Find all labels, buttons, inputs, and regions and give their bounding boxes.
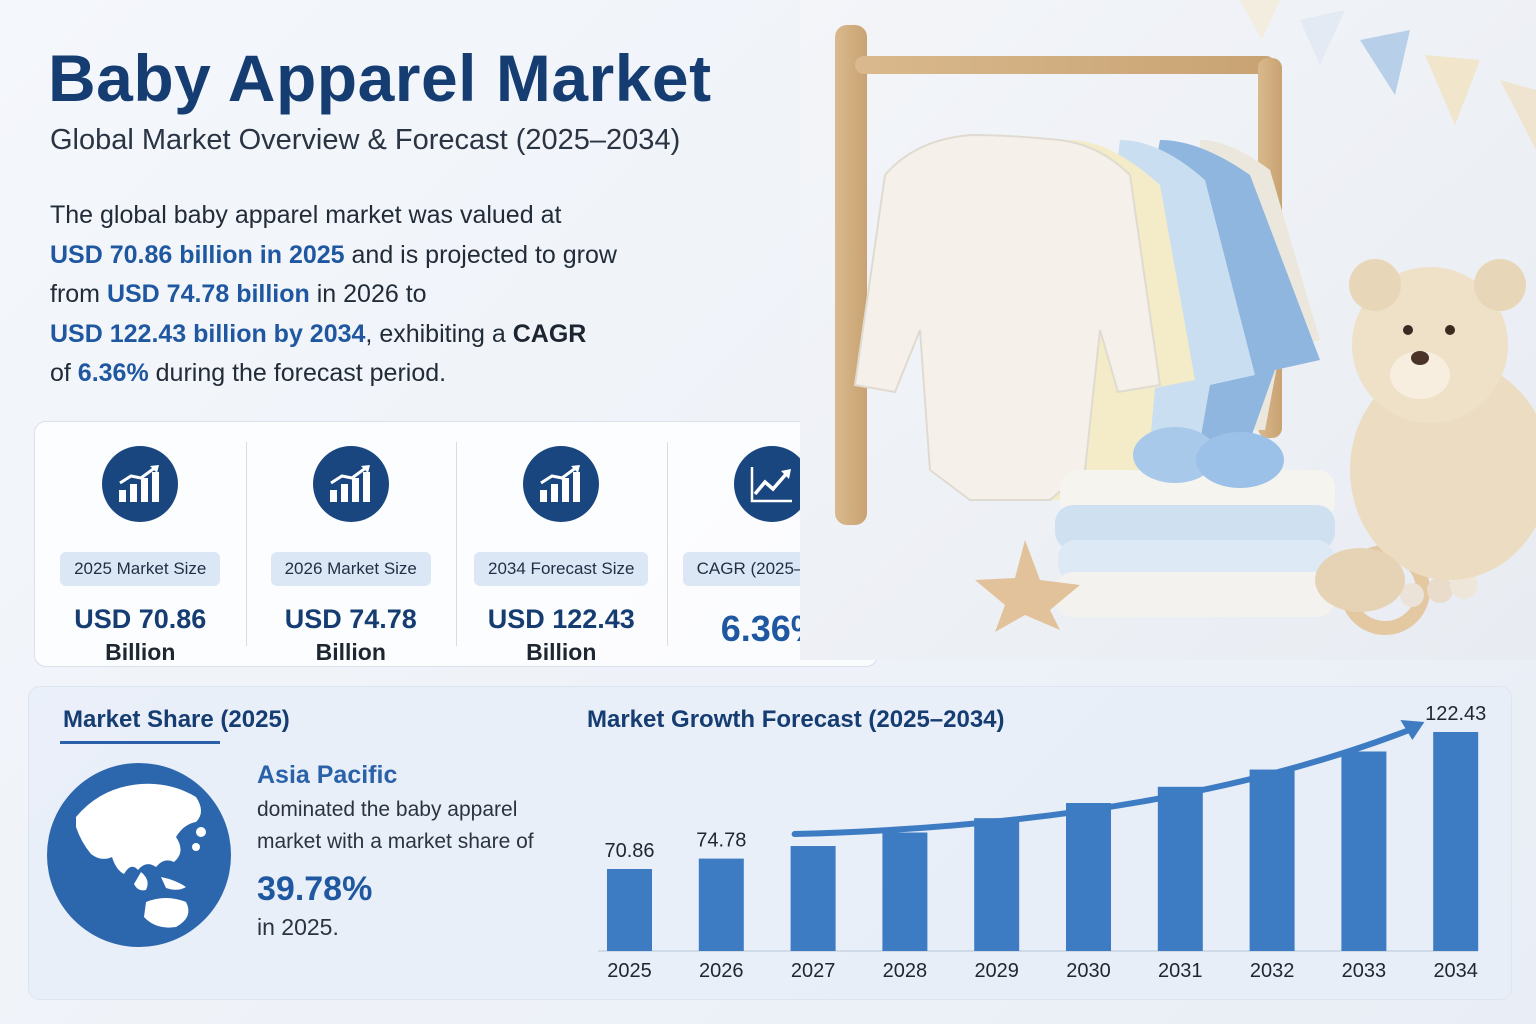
product-photo (800, 0, 1536, 660)
bunting-decoration (1240, 0, 1536, 150)
garments (853, 133, 1320, 501)
x-tick-label: 2029 (974, 960, 1019, 982)
page-subtitle: Global Market Overview & Forecast (2025–… (50, 124, 681, 156)
x-tick-label: 2028 (883, 960, 928, 982)
market-share-value: 39.78% (257, 870, 373, 908)
bar-chart-growth-icon (312, 446, 389, 522)
kpi-value: USD 122.43 (487, 604, 635, 634)
kpi-value: USD 74.78 (284, 604, 417, 634)
kpi-2025-market-size: 2025 Market Size USD 70.86 Billion (35, 422, 246, 666)
kpi-card-group: 2025 Market Size USD 70.86 Billion 2026 … (34, 421, 878, 667)
x-tick-label: 2034 (1433, 960, 1478, 982)
trend-arrow-head (1400, 720, 1425, 740)
bar-2034 (1433, 732, 1479, 951)
kpi-2034-forecast-size: 2034 Forecast Size USD 122.43 Billion (456, 422, 667, 666)
kpi-label: 2034 Forecast Size (474, 552, 649, 586)
bar-chart-growth-icon (523, 446, 600, 522)
bar-2025 (607, 869, 652, 951)
intro-paragraph: The global baby apparel market was value… (50, 201, 617, 387)
teddy-bear (1315, 259, 1536, 612)
x-tick-label: 2031 (1158, 960, 1203, 982)
baby-booties (1133, 427, 1284, 488)
market-share-underline (60, 741, 220, 744)
market-share-description: dominated the baby apparel market with a… (257, 798, 534, 853)
data-label-2026: 74.78 (696, 830, 746, 852)
trend-arrow (791, 725, 1418, 838)
data-label-2025: 70.86 (604, 840, 654, 862)
bar-2033 (1341, 751, 1387, 951)
line-chart-growth-icon (733, 446, 810, 522)
chart-title: Market Growth Forecast (2025–2034) (587, 706, 1005, 733)
growth-bar-chart: 2025 70.86 2026 74.78 2027 2028 2029 2030 2031 20… (598, 703, 1486, 982)
globe-asia-icon (47, 763, 231, 947)
bar-2031 (1157, 786, 1203, 951)
market-share-year: in 2025. (257, 914, 339, 940)
x-tick-label: 2027 (791, 960, 836, 982)
x-tick-label: 2030 (1066, 960, 1111, 982)
kpi-unit: Billion (526, 639, 597, 665)
data-label-2034: 122.43 (1425, 703, 1486, 725)
kpi-label: 2026 Market Size (270, 552, 431, 586)
kpi-unit: Billion (105, 639, 176, 665)
bar-chart-growth-icon (102, 446, 179, 522)
x-tick-label: 2026 (699, 960, 744, 982)
kpi-label: 2025 Market Size (60, 552, 221, 586)
bar-2026 (698, 858, 744, 951)
bar-2029 (974, 818, 1020, 951)
kpi-unit: Billion (315, 639, 386, 665)
bar-2028 (882, 832, 928, 951)
folded-blankets (1055, 470, 1335, 617)
market-share-region: Asia Pacific (257, 761, 398, 789)
x-tick-label: 2032 (1250, 960, 1295, 982)
wooden-star-toy (975, 540, 1080, 632)
page-title: Baby Apparel Market (48, 41, 712, 115)
market-share-title: Market Share (2025) (63, 706, 290, 733)
kpi-2026-market-size: 2026 Market Size USD 74.78 Billion (245, 422, 457, 666)
bar-2027 (790, 846, 836, 951)
kpi-value: USD 70.86 (74, 604, 207, 634)
x-tick-label: 2033 (1342, 960, 1387, 982)
bar-2030 (1066, 803, 1111, 951)
x-tick-label: 2025 (607, 960, 652, 982)
bar-2032 (1249, 769, 1295, 951)
